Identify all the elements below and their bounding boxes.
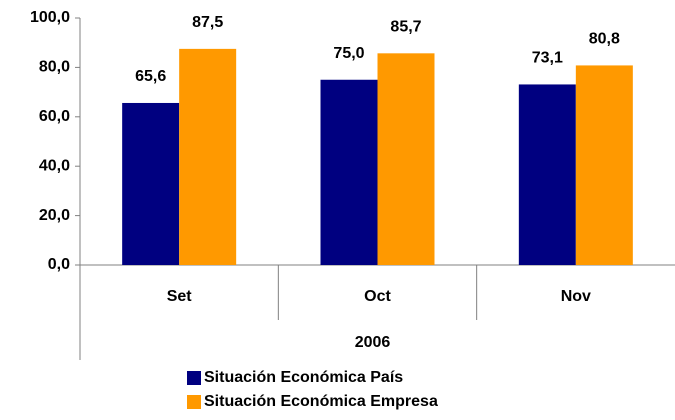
- legend-label: Situación Económica Empresa: [204, 393, 438, 410]
- data-label: 65,6: [135, 68, 166, 85]
- bar: [320, 79, 378, 265]
- y-tick-label: 100,0: [30, 9, 70, 26]
- bar: [122, 102, 180, 265]
- y-tick-label: 40,0: [39, 157, 70, 174]
- bar: [377, 53, 435, 265]
- bar: [518, 84, 576, 266]
- legend-swatch: [187, 371, 201, 385]
- bar: [179, 48, 237, 265]
- data-label: 87,5: [192, 14, 223, 31]
- x-tick-label: Set: [167, 288, 193, 305]
- data-label: 85,7: [390, 19, 421, 36]
- data-label: 80,8: [589, 31, 620, 48]
- y-tick-label: 20,0: [39, 207, 70, 224]
- y-tick-label: 80,0: [39, 59, 70, 76]
- legend-swatch: [187, 395, 201, 409]
- y-tick-label: 60,0: [39, 108, 70, 125]
- legend-label: Situación Económica País: [204, 369, 403, 386]
- data-label: 75,0: [333, 45, 364, 62]
- y-tick-label: 0,0: [48, 256, 70, 273]
- x-tick-label: Oct: [364, 288, 391, 305]
- x-tick-label: Nov: [561, 288, 591, 305]
- bar: [575, 65, 633, 265]
- data-label: 73,1: [532, 50, 563, 67]
- x-group-label: 2006: [355, 334, 391, 351]
